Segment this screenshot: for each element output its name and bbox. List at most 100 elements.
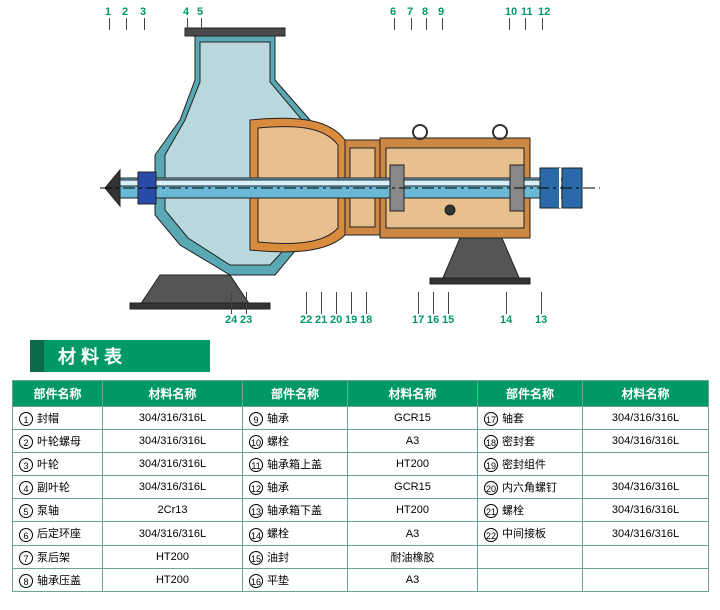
- callout-number: 17: [412, 314, 424, 326]
- part-number-circle: 12: [249, 481, 263, 495]
- material-cell: 耐油橡胶: [348, 545, 478, 568]
- part-cell: 12轴承: [243, 476, 348, 499]
- part-cell: 16 平垫: [243, 568, 348, 591]
- material-cell: 304/316/316L: [103, 522, 243, 545]
- part-name: 内六角螺钉: [502, 482, 557, 494]
- part-name: 封帽: [37, 413, 59, 425]
- part-cell: 9轴承: [243, 407, 348, 430]
- leader-line: [321, 292, 322, 314]
- part-name: 轴承箱下盖: [267, 505, 322, 517]
- part-name: 平垫: [267, 575, 289, 587]
- leader-line: [542, 18, 543, 30]
- leader-line: [426, 18, 427, 30]
- material-cell: 304/316/316L: [103, 476, 243, 499]
- callout-number: 7: [407, 6, 413, 18]
- part-number-circle: 2: [19, 435, 33, 449]
- part-name: 螺栓: [267, 528, 289, 540]
- material-cell: GCR15: [348, 407, 478, 430]
- part-number-circle: 9: [249, 412, 263, 426]
- callout-number: 12: [538, 6, 550, 18]
- part-number-circle: 7: [19, 551, 33, 565]
- callout-number: 19: [345, 314, 357, 326]
- leader-line: [394, 18, 395, 30]
- callout-number: 15: [442, 314, 454, 326]
- part-number-circle: 13: [249, 504, 263, 518]
- part-cell: 7泵后架: [13, 545, 103, 568]
- material-cell: 304/316/316L: [103, 453, 243, 476]
- part-number-circle: 4: [19, 481, 33, 495]
- material-table-wrap: 部件名称材料名称部件名称材料名称部件名称材料名称 1封帽304/316/316L…: [0, 380, 720, 592]
- empty-cell: [478, 568, 583, 591]
- leader-line: [336, 292, 337, 314]
- callout-number: 21: [315, 314, 327, 326]
- col-part-name: 部件名称: [243, 381, 348, 407]
- callout-number: 2: [122, 6, 128, 18]
- part-number-circle: 8: [19, 574, 33, 588]
- part-number-circle: 14: [249, 528, 263, 542]
- part-number-circle: 21: [484, 504, 498, 518]
- part-cell: 2叶轮螺母: [13, 430, 103, 453]
- material-cell: A3: [348, 430, 478, 453]
- part-name: 螺栓: [502, 505, 524, 517]
- part-cell: 4副叶轮: [13, 476, 103, 499]
- part-name: 中间接板: [502, 528, 546, 540]
- material-cell: 304/316/316L: [103, 430, 243, 453]
- leader-line: [448, 292, 449, 314]
- part-number-circle: 1: [19, 412, 33, 426]
- part-name: 油封: [267, 552, 289, 564]
- callout-number: 1: [105, 6, 111, 18]
- part-cell: 10螺栓: [243, 430, 348, 453]
- part-cell: 1 封帽: [13, 407, 103, 430]
- part-number-circle: 19: [484, 458, 498, 472]
- table-row: 1封帽304/316/316L9轴承GCR1517轴套304/316/316L: [13, 407, 709, 430]
- callout-number: 6: [390, 6, 396, 18]
- part-name: 密封组件: [502, 459, 546, 471]
- table-row: 7泵后架HT200 15 油封 耐油橡胶: [13, 545, 709, 568]
- part-cell: 11 轴承箱上盖: [243, 453, 348, 476]
- callout-number: 10: [505, 6, 517, 18]
- col-part-name: 部件名称: [478, 381, 583, 407]
- leader-line: [187, 18, 188, 30]
- col-material-name: 材料名称: [348, 381, 478, 407]
- material-cell: 304/316/316L: [583, 407, 709, 430]
- part-cell: 15 油封: [243, 545, 348, 568]
- leader-line: [366, 292, 367, 314]
- material-cell: 304/316/316L: [583, 476, 709, 499]
- leader-line: [144, 18, 145, 30]
- part-number-circle: 22: [484, 528, 498, 542]
- callout-number: 11: [521, 6, 533, 18]
- part-cell: 14 螺栓: [243, 522, 348, 545]
- material-cell: 304/316/316L: [103, 407, 243, 430]
- material-cell: A3: [348, 568, 478, 591]
- part-number-circle: 6: [19, 528, 33, 542]
- part-name: 后定环座: [37, 528, 81, 540]
- part-cell: 13 轴承箱下盖: [243, 499, 348, 522]
- title-text: 材 料 表: [58, 343, 122, 369]
- leader-line: [411, 18, 412, 30]
- part-cell: 20内六角螺钉: [478, 476, 583, 499]
- leader-line: [306, 292, 307, 314]
- leader-line: [418, 292, 419, 314]
- empty-cell: [583, 545, 709, 568]
- table-row: 2叶轮螺母304/316/316L10螺栓A318密封套304/316/316L: [13, 430, 709, 453]
- material-cell: 2Cr13: [103, 499, 243, 522]
- part-number-circle: 16: [249, 574, 263, 588]
- part-name: 螺栓: [267, 436, 289, 448]
- leader-line: [433, 292, 434, 314]
- part-cell: 22 中间接板: [478, 522, 583, 545]
- table-row: 3叶轮304/316/316L11轴承箱上盖HT20019密封组件: [13, 453, 709, 476]
- part-number-circle: 11: [249, 458, 263, 472]
- leader-line: [109, 18, 110, 30]
- part-number-circle: 15: [249, 551, 263, 565]
- part-name: 轴承箱上盖: [267, 459, 322, 471]
- part-name: 叶轮: [37, 459, 59, 471]
- callout-number: 8: [422, 6, 428, 18]
- material-cell: HT200: [103, 545, 243, 568]
- leader-line: [541, 292, 542, 314]
- empty-cell: [583, 568, 709, 591]
- table-row: 5泵轴2Cr1313轴承箱下盖HT20021螺栓304/316/316L: [13, 499, 709, 522]
- part-name: 密封套: [502, 436, 535, 448]
- part-cell: 3叶轮: [13, 453, 103, 476]
- material-cell: HT200: [103, 568, 243, 591]
- callout-number: 24: [225, 314, 237, 326]
